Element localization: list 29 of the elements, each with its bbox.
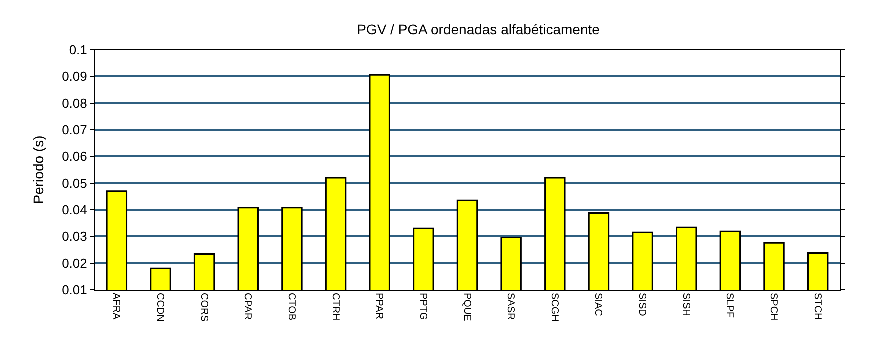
x-tick-label: PQUE — [461, 293, 472, 322]
y-tick-label: 0.06 — [62, 149, 88, 164]
y-tick-label: 0.02 — [62, 256, 88, 271]
x-tick-label: PPAR — [374, 293, 385, 320]
x-tick-label: SLPF — [724, 293, 736, 318]
x-tick-label: PPTG — [417, 293, 428, 320]
x-tick-label: SCGH — [548, 293, 560, 322]
y-tick-label: 0.04 — [62, 202, 88, 218]
y-axis-title: Periodo (s) — [30, 136, 47, 204]
x-tick-label: CTRH — [330, 293, 341, 321]
y-tick-label: 0.01 — [62, 282, 88, 298]
y-tick-label: 0.1 — [69, 42, 88, 58]
chart-title: PGV / PGA ordenadas alfabéticamente — [357, 21, 600, 38]
x-tick-label: CCDN — [154, 293, 166, 322]
y-tick-label: 0.09 — [62, 69, 88, 84]
y-tick-label: 0.07 — [62, 122, 88, 138]
x-tick-label: SISD — [636, 293, 648, 316]
y-tick-label: 0.05 — [62, 176, 88, 191]
x-tick-label: SIAC — [592, 293, 604, 316]
x-tick-label: CPAR — [242, 293, 254, 320]
x-tick-label: SASR — [505, 293, 516, 320]
x-tick-label: AFRA — [110, 293, 122, 320]
y-tick-label: 0.03 — [62, 229, 88, 244]
x-tick-label: SPCH — [768, 293, 780, 321]
x-tick-label: CTOB — [286, 293, 297, 321]
x-tick-label: CORS — [198, 293, 210, 322]
x-tick-label: STCH — [812, 293, 823, 320]
y-tick-label: 0.08 — [62, 96, 88, 111]
x-tick-label: SISH — [680, 293, 692, 316]
